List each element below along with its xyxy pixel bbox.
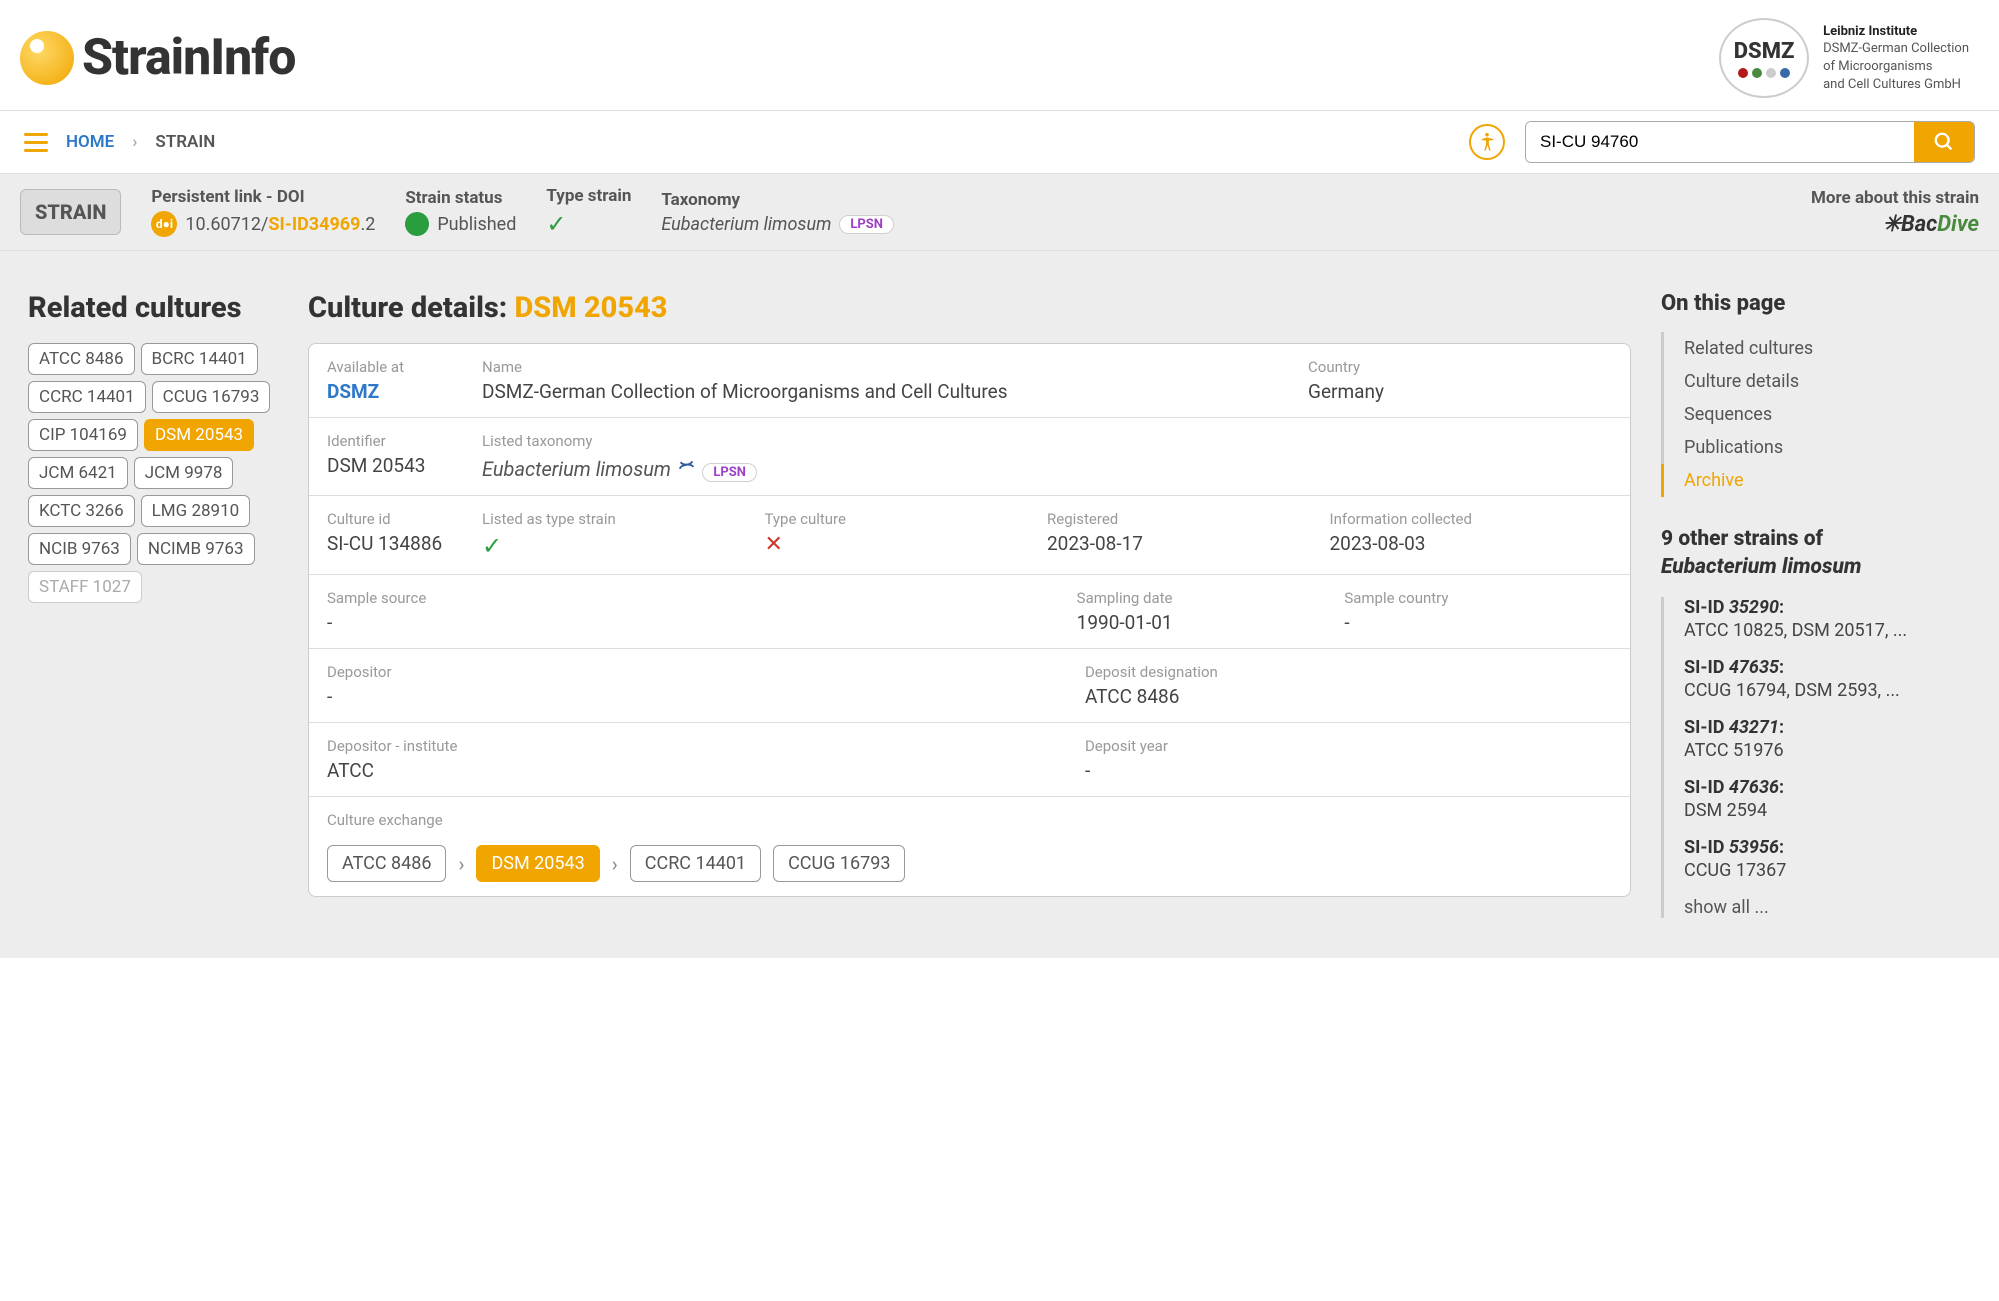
menu-button[interactable] [24,133,48,152]
toc-item[interactable]: Archive [1661,464,1971,497]
breadcrumb-current: STRAIN [155,132,215,152]
exchange-chip[interactable]: CCRC 14401 [630,845,761,882]
culture-chip[interactable]: CIP 104169 [28,419,138,451]
bacteria-icon [676,454,698,476]
toc-item[interactable]: Related cultures [1661,332,1971,365]
show-all-link[interactable]: show all ... [1684,897,1971,918]
other-strains-list: SI-ID 35290:ATCC 10825, DSM 20517, ... SI… [1661,597,1971,918]
registered-value: 2023-08-17 [1047,532,1316,555]
other-strain-item[interactable]: SI-ID 43271:ATCC 51976 [1684,717,1971,761]
culture-exchange-row: ATCC 8486 › DSM 20543 › CCRC 14401 CCUG 16793 [327,845,1612,882]
lpsn-badge[interactable]: LPSN [839,215,894,234]
accessibility-icon[interactable] [1469,124,1505,160]
culture-chip[interactable]: STAFF 1027 [28,571,142,603]
dsmz-text: Leibniz Institute DSMZ-German Collection… [1823,23,1969,93]
culture-chip[interactable]: LMG 28910 [141,495,251,527]
culture-chip[interactable]: NCIB 9763 [28,533,131,565]
culture-chip[interactable]: JCM 9978 [134,457,234,489]
sampling-date-value: 1990-01-01 [1077,611,1331,634]
status-value: Published [437,214,516,235]
culture-chip[interactable]: BCRC 14401 [141,343,258,375]
bacdive-link[interactable]: ✳BacDive [1811,212,1979,237]
lpsn-badge[interactable]: LPSN [702,463,757,482]
toc-item[interactable]: Publications [1661,431,1971,464]
other-strain-item[interactable]: SI-ID 53956:CCUG 17367 [1684,837,1971,881]
toc-list: Related culturesCulture detailsSequences… [1661,332,1971,497]
doi-value[interactable]: d●i 10.60712/SI-ID34969.2 [151,211,375,237]
chevron-right-icon: › [132,132,137,152]
exchange-chip[interactable]: ATCC 8486 [327,845,446,882]
chevron-right-icon: › [458,852,464,876]
depositor-value: - [327,685,1071,708]
culture-chip[interactable]: JCM 6421 [28,457,128,489]
more-about-label: More about this strain [1811,188,1979,208]
collected-value: 2023-08-03 [1330,532,1599,555]
culture-chip[interactable]: KCTC 3266 [28,495,135,527]
culture-chip[interactable]: DSM 20543 [144,419,254,451]
culture-chip[interactable]: ATCC 8486 [28,343,135,375]
other-strains-title: 9 other strains of [1661,527,1971,551]
toc-title: On this page [1661,291,1971,316]
culture-chip[interactable]: CCRC 14401 [28,381,146,413]
culture-id-value: SI-CU 134886 [327,532,468,555]
toc-item[interactable]: Culture details [1661,365,1971,398]
identifier-value: DSM 20543 [327,454,468,477]
check-icon: ✓ [546,210,566,238]
taxonomy-value[interactable]: Eubacterium limosum [661,214,831,235]
available-at-link[interactable]: DSMZ [327,380,379,403]
collection-name: DSMZ-German Collection of Microorganisms… [482,380,1294,403]
listed-taxonomy-value[interactable]: Eubacterium limosum [482,457,671,481]
culture-chip[interactable]: CCUG 16793 [152,381,271,413]
deposit-year-value: - [1085,759,1598,782]
search-input[interactable] [1526,122,1914,162]
taxonomy-label: Taxonomy [661,190,894,210]
type-strain-label: Type strain [546,186,631,206]
culture-details-card: Available at DSMZ Name DSMZ-German Colle… [308,343,1631,897]
culture-details-title: Culture details: DSM 20543 [308,291,1631,325]
strain-badge: STRAIN [20,189,121,235]
search-box [1525,121,1975,163]
toc-item[interactable]: Sequences [1661,398,1971,431]
exchange-chip[interactable]: DSM 20543 [476,845,599,882]
deposit-designation-value: ATCC 8486 [1085,685,1598,708]
other-strain-item[interactable]: SI-ID 35290:ATCC 10825, DSM 20517, ... [1684,597,1971,641]
dsmz-circle-icon: DSMZ [1719,18,1809,98]
dsmz-logo[interactable]: DSMZ Leibniz Institute DSMZ-German Colle… [1719,18,1969,98]
logo[interactable]: StrainInfo [20,29,295,87]
related-cultures-list: ATCC 8486BCRC 14401 CCRC 14401CCUG 16793 C… [28,343,278,603]
cross-icon: ✕ [765,532,783,557]
exchange-chip[interactable]: CCUG 16793 [773,845,905,882]
search-button[interactable] [1914,122,1974,162]
other-strain-item[interactable]: SI-ID 47635:CCUG 16794, DSM 2593, ... [1684,657,1971,701]
doi-icon: d●i [151,211,177,237]
culture-chip[interactable]: NCIMB 9763 [137,533,255,565]
status-label: Strain status [405,188,516,208]
chevron-right-icon: › [612,852,618,876]
logo-icon [20,31,74,85]
country-value: Germany [1308,380,1598,403]
other-strains-taxon: Eubacterium limosum [1661,555,1971,579]
sample-source-value: - [327,611,1063,634]
status-dot-icon [405,212,429,236]
doi-label: Persistent link - DOI [151,187,375,207]
check-icon: ✓ [482,532,502,560]
related-cultures-title: Related cultures [28,291,278,325]
other-strain-item[interactable]: SI-ID 47636:DSM 2594 [1684,777,1971,821]
logo-text: StrainInfo [82,29,295,87]
breadcrumb-home[interactable]: HOME [66,132,114,152]
sample-country-value: - [1344,611,1598,634]
depositor-institute-value: ATCC [327,759,1071,782]
breadcrumb: HOME › STRAIN [66,132,215,152]
